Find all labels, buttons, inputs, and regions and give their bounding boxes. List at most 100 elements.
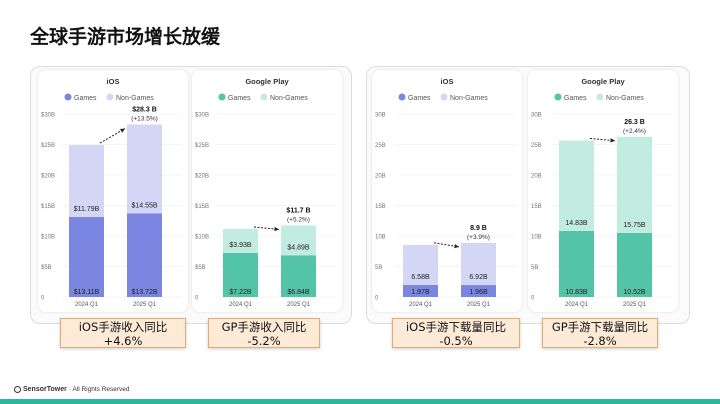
y-tick-label: 10B xyxy=(375,235,386,241)
chart-gp-downloads: Google Play Games Non-Games 0 5B 10B 15B 20B 25B… xyxy=(531,77,672,308)
legend-label: Non-Games xyxy=(270,95,308,102)
growth-arrow-line xyxy=(253,226,280,230)
callout-title: GP手游收入同比 xyxy=(221,320,307,334)
legend-label: Non-Games xyxy=(116,95,154,102)
data-label: 6.58B xyxy=(411,274,430,281)
callout-value: +4.6% xyxy=(103,334,143,348)
bar-non-games-0 xyxy=(69,145,104,218)
x-tick-label: 2024 Q1 xyxy=(565,302,589,308)
y-tick-label: 30B xyxy=(531,113,542,119)
legend-marker xyxy=(440,93,448,101)
bar-non-games-1 xyxy=(461,242,496,286)
data-label: 1.96B xyxy=(469,289,488,296)
y-tick-label: 5B xyxy=(531,265,538,271)
y-tick-label: $5B xyxy=(195,265,206,271)
footer: SensorTower · All Rights Reserved xyxy=(14,386,130,393)
chart-ios-revenue: iOS Games Non-Games 0 $5B $10B $15B $20B $25B $30… xyxy=(41,77,182,308)
data-label: $7.22B xyxy=(229,289,252,296)
x-tick-label: 2024 Q1 xyxy=(409,302,433,308)
bar-games-0 xyxy=(223,252,258,297)
data-label: 10.52B xyxy=(623,289,646,296)
callout-value: -2.8% xyxy=(583,334,617,348)
y-tick-label: $30B xyxy=(41,113,55,119)
callout-value: -5.2% xyxy=(247,334,281,348)
data-label: $14.55B xyxy=(131,202,157,209)
total-label: $28.3 B xyxy=(132,107,157,114)
y-tick-label: 20B xyxy=(531,174,542,180)
chart-ios-downloads: iOS Games Non-Games 0 5B 10B 15B 20B 25B 30B 1.97B… xyxy=(375,77,516,308)
total-label: 26.3 B xyxy=(624,119,645,126)
legend-label: Games xyxy=(228,95,251,102)
bar-games-1 xyxy=(127,213,162,297)
legend-marker xyxy=(64,93,72,101)
data-label: 14.83B xyxy=(565,220,588,227)
bottom-accent-bar xyxy=(0,399,720,404)
chart-title: iOS xyxy=(441,77,454,86)
legend-marker xyxy=(260,93,268,101)
y-tick-label: $10B xyxy=(195,235,209,241)
y-tick-label: 5B xyxy=(375,265,382,271)
y-tick-label: $10B xyxy=(41,235,55,241)
data-label: $6.84B xyxy=(287,289,310,296)
total-label: $11.7 B xyxy=(286,207,310,214)
chart-title: Google Play xyxy=(245,77,289,86)
data-label: $13.72B xyxy=(131,289,157,296)
callout-ios-revenue: iOS手游收入同比 +4.6% xyxy=(60,318,186,348)
y-tick-label: 0 xyxy=(531,296,535,302)
data-label: $4.89B xyxy=(287,244,310,251)
chart-card-ios-downloads: iOS Games Non-Games 0 5B 10B 15B 20B 25B 30B 1.97B… xyxy=(372,70,522,312)
y-tick-label: 0 xyxy=(195,296,199,302)
data-label: $11.79B xyxy=(74,206,100,213)
change-label: (+3.9%) xyxy=(467,234,490,241)
y-tick-label: 0 xyxy=(375,296,379,302)
legend-marker xyxy=(398,93,406,101)
y-tick-label: 25B xyxy=(375,143,386,149)
y-tick-label: 15B xyxy=(375,204,386,210)
legend-label: Games xyxy=(564,95,587,102)
page-title: 全球手游市场增长放缓 xyxy=(30,26,221,48)
chart-card-gp-revenue: Google Play Games Non-Games 0 $5B $10B $15B $20… xyxy=(192,70,342,312)
callout-ios-downloads: iOS手游下载量同比 -0.5% xyxy=(392,318,520,348)
growth-arrow-line xyxy=(99,128,126,144)
x-tick-label: 2025 Q1 xyxy=(287,302,311,308)
bar-non-games-0 xyxy=(223,228,258,253)
data-label: 1.97B xyxy=(411,289,430,296)
legend-marker xyxy=(596,93,604,101)
y-tick-label: 25B xyxy=(531,143,542,149)
bar-games-1 xyxy=(281,255,316,297)
legend-label: Non-Games xyxy=(450,95,488,102)
sensortower-logo-icon xyxy=(14,386,21,393)
chart-title: iOS xyxy=(107,77,120,86)
bar-non-games-1 xyxy=(281,225,316,256)
y-tick-label: $20B xyxy=(195,174,209,180)
chart-card-ios-revenue: iOS Games Non-Games 0 $5B $10B $15B $20B $25B $30… xyxy=(38,70,188,312)
arrow-head-icon xyxy=(454,243,459,249)
x-tick-label: 2025 Q1 xyxy=(133,302,157,308)
callout-title: iOS手游下载量同比 xyxy=(405,320,507,334)
chart-card-gp-downloads: Google Play Games Non-Games 0 5B 10B 15B 20B 25B… xyxy=(528,70,678,312)
arrow-head-icon xyxy=(274,226,279,232)
total-label: 8.9 B xyxy=(470,225,487,232)
arrow-head-icon xyxy=(120,128,125,133)
y-tick-label: $15B xyxy=(195,204,209,210)
footer-rights: · All Rights Reserved xyxy=(68,386,130,393)
growth-arrow-line xyxy=(589,137,616,142)
bar-non-games-0 xyxy=(403,244,438,285)
legend-marker xyxy=(218,93,226,101)
chart-title: Google Play xyxy=(581,77,625,86)
y-tick-label: $25B xyxy=(41,143,55,149)
chart-gp-revenue: Google Play Games Non-Games 0 $5B $10B $15B $20… xyxy=(195,77,336,308)
legend-marker xyxy=(554,93,562,101)
y-tick-label: 15B xyxy=(531,204,542,210)
data-label: 6.92B xyxy=(469,274,488,281)
y-tick-label: 30B xyxy=(375,113,386,119)
bar-games-1 xyxy=(617,232,652,297)
bar-games-0 xyxy=(69,217,104,297)
arrow-head-icon xyxy=(610,138,615,143)
y-tick-label: $15B xyxy=(41,204,55,210)
change-label: (+5.2%) xyxy=(287,216,310,223)
change-label: (+13.5%) xyxy=(131,116,158,123)
bar-non-games-0 xyxy=(559,140,594,231)
y-tick-label: $25B xyxy=(195,143,209,149)
y-tick-label: 0 xyxy=(41,296,45,302)
